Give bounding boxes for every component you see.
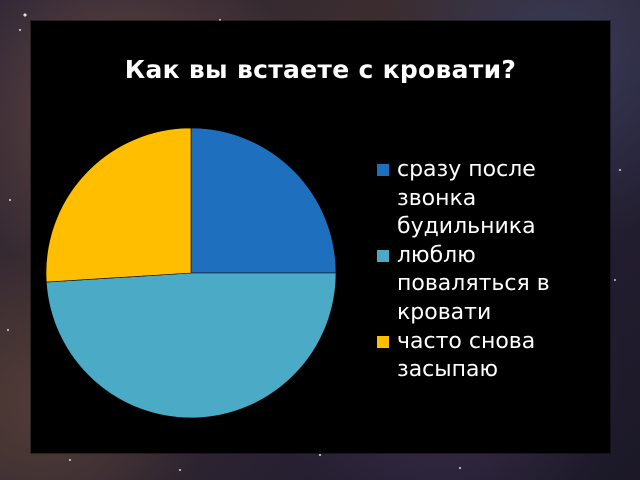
slice-lie-in [45,272,337,419]
legend-item-immediately: сразу после звонка будильника [377,156,602,242]
legend-swatch-immediately [377,164,389,176]
chart-legend: сразу после звонка будильника люблю пова… [377,156,602,385]
legend-swatch-lie-in [377,249,389,262]
pie-chart-container [43,125,339,421]
legend-item-lie-in: люблю поваляться в кровати [377,242,602,328]
slice-fall-asleep-again [45,127,192,283]
chart-title: Как вы встаете с кровати? [124,55,517,84]
slice-immediately [190,127,337,274]
pie-chart [45,127,337,419]
legend-label-fall-asleep-again: часто снова засыпаю [397,328,536,383]
legend-item-fall-asleep-again: часто снова засыпаю [377,328,602,385]
chart-panel: Как вы встаете с кровати? сразу после зв… [31,21,610,453]
legend-label-immediately: сразу после звонка будильника [397,157,536,240]
legend-label-lie-in: люблю поваляться в кровати [397,242,550,325]
legend-swatch-fall-asleep-again [377,335,389,348]
